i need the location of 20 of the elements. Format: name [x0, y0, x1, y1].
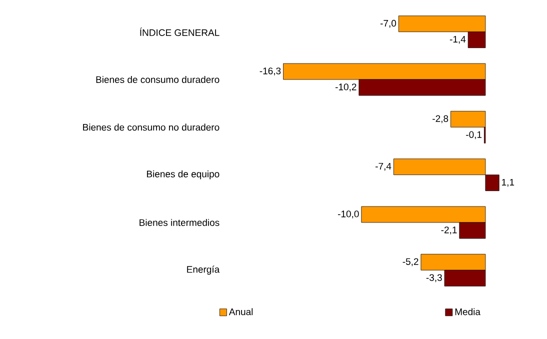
data-label: -3,3: [426, 274, 442, 282]
legend-label: Anual: [228, 308, 253, 316]
data-label: -5,2: [402, 258, 418, 266]
y-tick-label: Bienes de equipo: [147, 170, 220, 180]
y-tick-label: Bienes intermedios: [140, 219, 220, 226]
data-label: -0,1: [466, 131, 482, 140]
data-label: -7,0: [380, 20, 396, 28]
data-label: -10,0: [338, 210, 359, 218]
data-label: -16,3: [260, 68, 281, 76]
y-tick-label: ÍNDICE GENERAL: [140, 28, 220, 36]
y-tick-label: Bienes de consumo no duradero: [83, 124, 220, 131]
legend-label: Media: [455, 308, 480, 316]
data-label: -2,1: [441, 226, 457, 234]
y-tick-label: Energía: [187, 266, 220, 275]
data-label: -1,4: [450, 36, 466, 44]
data-label: 1,1: [502, 178, 514, 187]
data-label: -2,8: [432, 115, 448, 124]
data-label: -7,4: [376, 162, 392, 171]
y-tick-label: Bienes de consumo duradero: [96, 76, 220, 83]
data-label: -10,2: [336, 84, 356, 92]
